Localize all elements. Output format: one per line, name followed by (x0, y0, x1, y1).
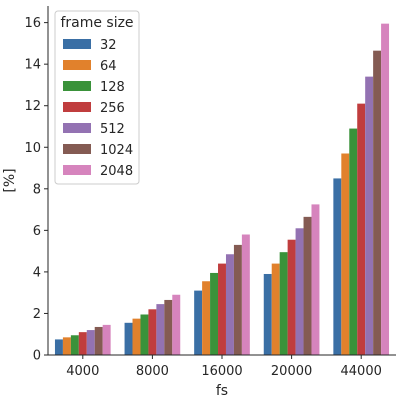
bar-44000-32 (333, 178, 342, 355)
bar-20000-32 (263, 273, 272, 355)
legend-label: 64 (100, 59, 117, 74)
legend: frame size 32 64 128 256 512 1024 2048 (54, 10, 140, 185)
bar-20000-1024 (303, 216, 312, 355)
bar-20000-512 (295, 228, 304, 355)
x-tick-label: 16000 (201, 364, 242, 379)
legend-swatch (63, 102, 91, 112)
bar-20000-2048 (311, 204, 320, 355)
bar-8000-2048 (172, 294, 181, 355)
bar-4000-256 (78, 332, 87, 355)
bar-8000-32 (124, 322, 133, 355)
bar-16000-128 (210, 272, 219, 355)
x-tick-label: 44000 (341, 364, 382, 379)
legend-title: frame size (60, 15, 133, 31)
bar-16000-1024 (233, 244, 242, 355)
bar-44000-1024 (373, 50, 382, 355)
y-tick-label: 10 (24, 141, 41, 156)
x-axis-label: fs (216, 383, 228, 399)
legend-label: 32 (100, 38, 117, 53)
legend-frame (54, 10, 140, 185)
y-tick-label: 0 (33, 349, 41, 364)
bar-16000-2048 (241, 234, 250, 355)
bar-20000-64 (271, 263, 280, 355)
y-axis: 0 2 4 6 8 10 12 14 16 (24, 16, 48, 364)
bar-20000-256 (287, 239, 296, 355)
bar-8000-128 (140, 314, 149, 355)
x-tick-label: 8000 (136, 364, 169, 379)
legend-label: 256 (100, 101, 125, 116)
y-tick-label: 6 (33, 224, 41, 239)
bars (54, 23, 390, 355)
y-tick-label: 12 (24, 99, 41, 114)
bar-44000-64 (341, 153, 350, 355)
y-tick-label: 4 (33, 265, 41, 280)
bar-16000-256 (218, 263, 226, 355)
x-axis: 4000 8000 16000 20000 44000 (66, 355, 382, 379)
bar-20000-128 (279, 252, 288, 355)
y-tick-label: 8 (33, 182, 41, 197)
bar-8000-256 (148, 309, 157, 355)
bar-8000-512 (156, 304, 165, 355)
y-axis-label: [%] (2, 168, 18, 192)
legend-label: 1024 (100, 143, 133, 158)
bar-4000-128 (70, 335, 79, 355)
bar-8000-1024 (164, 299, 173, 355)
legend-label: 128 (100, 80, 125, 95)
bar-16000-64 (202, 281, 211, 355)
bar-16000-32 (194, 290, 203, 355)
bar-44000-512 (365, 76, 374, 355)
bar-16000-512 (225, 254, 234, 355)
legend-swatch (63, 81, 91, 91)
legend-swatch (63, 39, 91, 49)
bar-4000-32 (54, 339, 63, 355)
x-tick-label: 4000 (66, 364, 99, 379)
legend-label: 2048 (100, 164, 133, 179)
bar-44000-256 (357, 103, 366, 355)
bar-4000-64 (62, 337, 71, 355)
bar-4000-512 (86, 330, 95, 355)
legend-swatch (63, 60, 91, 70)
bar-4000-1024 (94, 326, 103, 355)
bar-44000-2048 (381, 23, 390, 355)
legend-swatch (63, 165, 91, 175)
y-tick-label: 16 (24, 16, 41, 31)
legend-swatch (63, 123, 91, 133)
bar-4000-2048 (102, 324, 111, 355)
legend-swatch (63, 144, 91, 154)
y-tick-label: 14 (24, 58, 41, 73)
legend-items: 32 64 128 256 512 1024 2048 (63, 38, 133, 179)
y-tick-label: 2 (33, 307, 41, 322)
bar-8000-64 (132, 318, 141, 355)
legend-label: 512 (100, 122, 125, 137)
bar-44000-128 (349, 128, 358, 355)
x-tick-label: 20000 (271, 364, 312, 379)
